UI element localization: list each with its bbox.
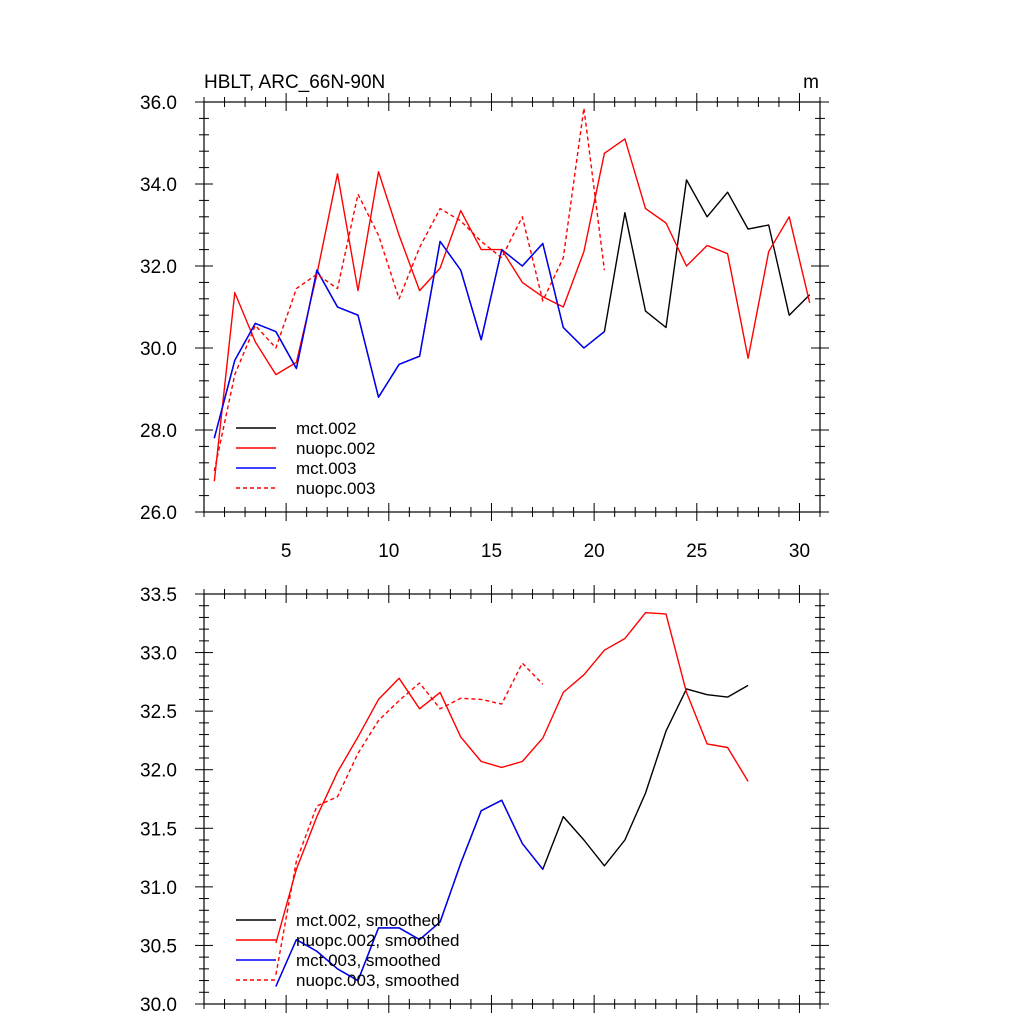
legend-label-nuopc-003-smoothed: nuopc.003, smoothed <box>296 971 460 990</box>
y-tick-label: 31.5 <box>140 819 177 840</box>
x-tick-label: 15 <box>481 541 502 562</box>
y-tick-label: 32.5 <box>140 702 177 723</box>
legend-label-nuopc-003: nuopc.003 <box>296 479 375 498</box>
chart-title: HBLT, ARC_66N-90N <box>204 72 385 93</box>
units-label: m <box>803 72 819 93</box>
series-line-nuopc-002-smoothed <box>275 612 749 944</box>
y-tick-label: 33.5 <box>140 585 177 606</box>
bottom-panel: 30.0 30.5 31.0 31.5 32.0 32.5 33.0 33.5 mct.002… <box>140 585 829 1016</box>
legend-label-mct-002-smoothed: mct.002, smoothed <box>296 911 441 930</box>
y-tick-label: 34.0 <box>140 175 177 196</box>
plot-frame <box>203 593 821 1005</box>
y-tick-label: 32.0 <box>140 761 177 782</box>
top-panel: HBLT, ARC_66N-90N m 5 10 15 20 25 30 26.0 28.0 3… <box>140 72 829 562</box>
x-tick-label: 20 <box>584 541 605 562</box>
x-tick-label: 10 <box>378 541 399 562</box>
y-tick-label: 32.0 <box>140 257 177 278</box>
legend-label-nuopc-002: nuopc.002 <box>296 439 375 458</box>
x-tick-label: 30 <box>789 541 810 562</box>
y-tick-label: 30.0 <box>140 995 177 1016</box>
legend-label-mct-002: mct.002 <box>296 419 356 438</box>
series-line-mct-002 <box>213 179 811 439</box>
series-line-nuopc-003 <box>213 107 606 472</box>
legend-label-nuopc-002-smoothed: nuopc.002, smoothed <box>296 931 460 950</box>
x-tick-label: 5 <box>281 541 292 562</box>
series-line-mct-003-smoothed <box>275 799 544 987</box>
x-tick-label: 25 <box>686 541 707 562</box>
y-tick-label: 33.0 <box>140 644 177 665</box>
legend-label-mct-003: mct.003 <box>296 459 356 478</box>
y-tick-label: 26.0 <box>140 503 177 524</box>
y-tick-label: 30.5 <box>140 936 177 957</box>
series-line-nuopc-003-smoothed <box>275 662 544 975</box>
legend-label-mct-003-smoothed: mct.003, smoothed <box>296 951 441 970</box>
y-tick-label: 30.0 <box>140 339 177 360</box>
y-tick-label: 31.0 <box>140 878 177 899</box>
series-line-mct-003 <box>213 240 605 439</box>
y-tick-label: 28.0 <box>140 421 177 442</box>
y-tick-label: 36.0 <box>140 93 177 114</box>
plot-frame <box>203 101 821 513</box>
